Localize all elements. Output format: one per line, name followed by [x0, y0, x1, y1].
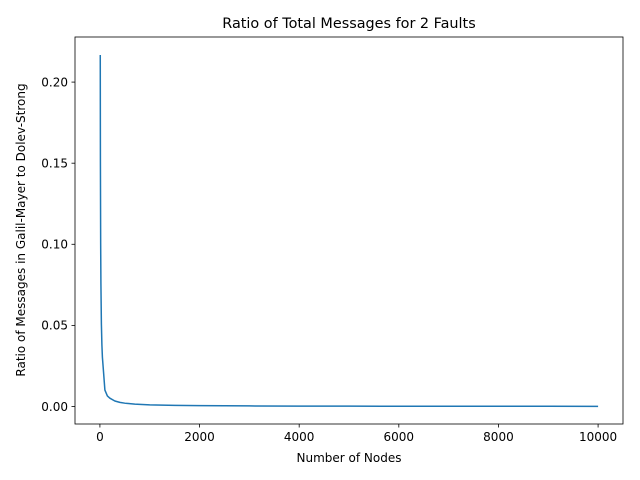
y-tick-label: 0.20: [41, 75, 68, 89]
y-axis-label: Ratio of Messages in Galil-Mayer to Dole…: [14, 83, 28, 376]
y-tick-label: 0.10: [41, 238, 68, 252]
plot-frame: [74, 36, 624, 425]
y-tick-label: 0.00: [41, 400, 68, 414]
x-tick-label: 4000: [284, 430, 315, 444]
x-tick-label: 0: [96, 430, 104, 444]
plot-area: [74, 36, 624, 425]
y-tick-label: 0.15: [41, 156, 68, 170]
x-tick-label: 10000: [579, 430, 617, 444]
y-tick-label: 0.05: [41, 319, 68, 333]
series-line-0: [99, 54, 599, 408]
y-axis: 0.00 0.05 0.10 0.15 0.20: [41, 75, 75, 414]
chart-title: Ratio of Total Messages for 2 Faults: [222, 16, 475, 32]
x-tick-label: 2000: [184, 430, 215, 444]
x-axis-label: Number of Nodes: [297, 451, 402, 465]
x-axis: 0 2000 4000 6000 8000 10000: [96, 424, 617, 444]
x-tick-label: 8000: [483, 430, 514, 444]
x-tick-label: 6000: [384, 430, 415, 444]
